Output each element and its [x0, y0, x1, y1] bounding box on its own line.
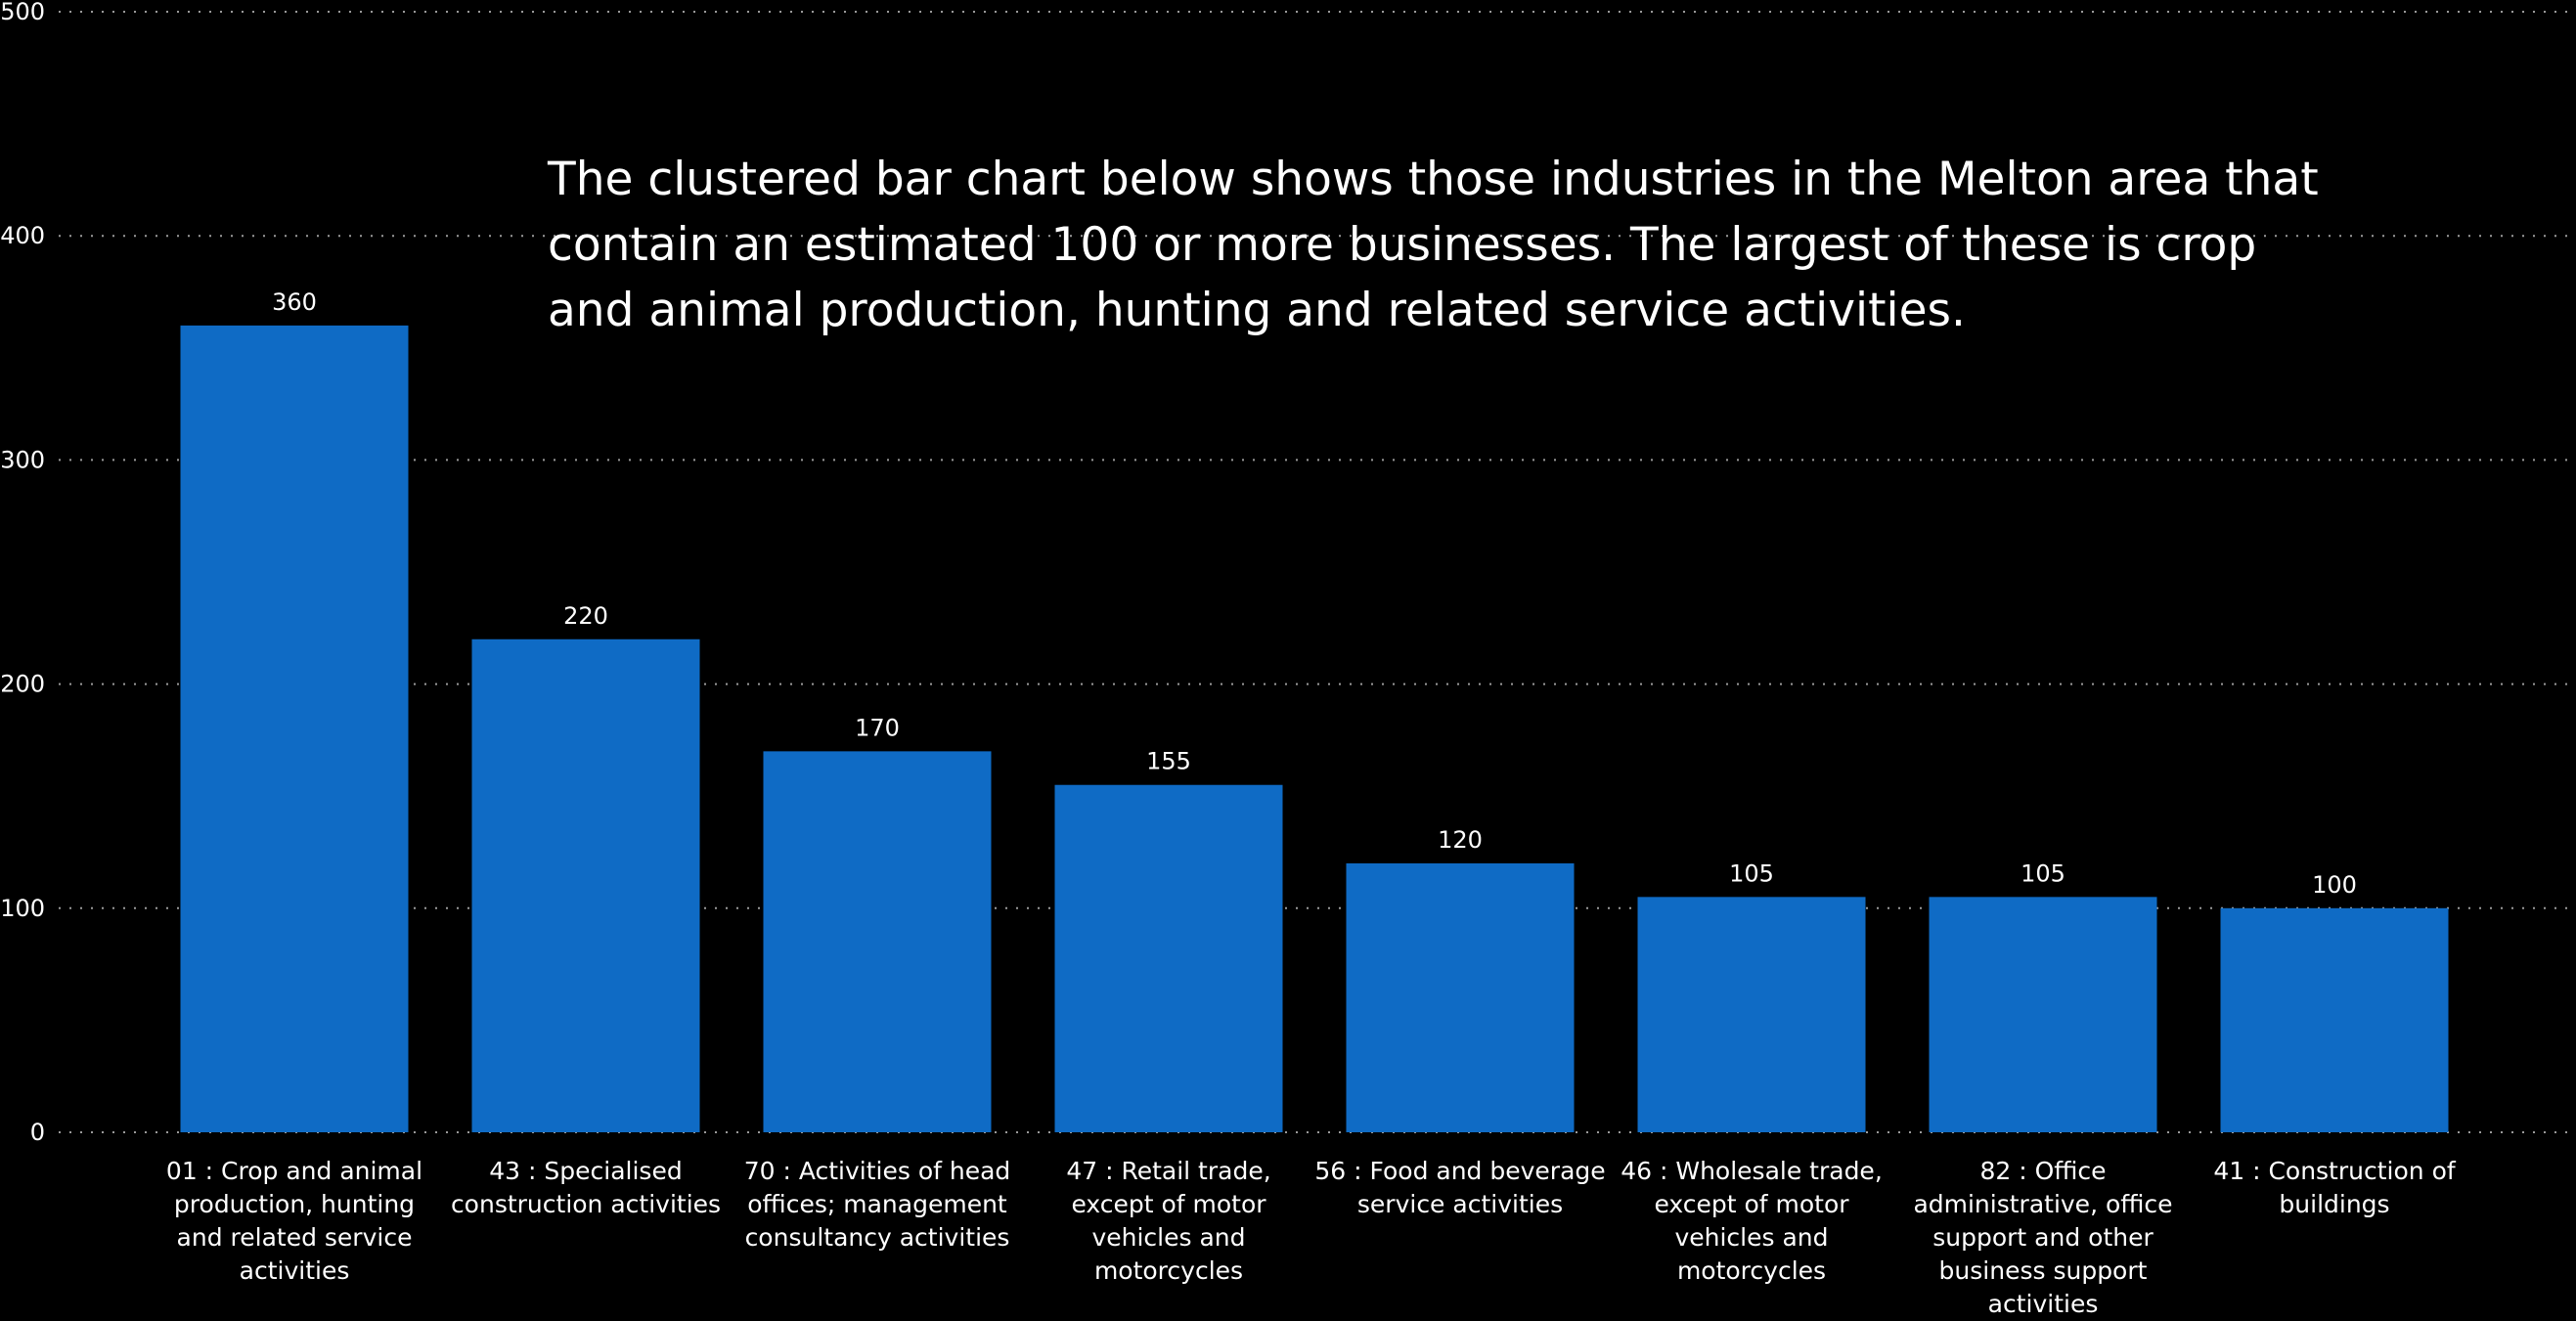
y-tick-label-5: 500: [0, 0, 45, 25]
x-tick-label-7: 41 : Construction of buildings: [2213, 1157, 2456, 1218]
x-tick-label-6: 82 : Office administrative, office suppo…: [1913, 1157, 2173, 1318]
x-tick-label-3: 47 : Retail trade, except of motor vehic…: [1066, 1157, 1271, 1285]
x-tick-label-1: 43 : Specialised construction activities: [450, 1157, 722, 1218]
data-label-1: 220: [563, 602, 608, 630]
data-label-6: 105: [2021, 859, 2065, 887]
y-tick-label-3: 300: [0, 446, 45, 473]
bar-6: [1929, 897, 2157, 1132]
y-tick-label-2: 200: [0, 671, 45, 698]
bar-2: [763, 751, 992, 1132]
x-tick-label-5: 46 : Wholesale trade, except of motor ve…: [1621, 1157, 1883, 1285]
data-label-0: 360: [272, 288, 317, 316]
x-tick-label-4: 56 : Food and beverage service activitie…: [1314, 1157, 1606, 1218]
chart-annotation: The clustered bar chart below shows thos…: [548, 153, 2319, 337]
data-label-5: 105: [1729, 859, 1774, 887]
bar-1: [471, 638, 700, 1132]
bar-4: [1346, 862, 1575, 1132]
data-label-2: 170: [855, 714, 900, 741]
data-label-7: 100: [2312, 871, 2357, 899]
bar-7: [2220, 907, 2449, 1132]
x-tick-label-2: 70 : Activities of head offices; managem…: [743, 1157, 1011, 1252]
data-label-4: 120: [1438, 826, 1483, 854]
y-tick-label-4: 400: [0, 222, 45, 249]
bar-0: [180, 325, 409, 1132]
bar-5: [1637, 897, 1866, 1132]
data-label-3: 155: [1146, 748, 1191, 775]
x-tick-label-0: 01 : Crop and animal production, hunting…: [165, 1157, 423, 1285]
y-tick-label-1: 100: [0, 895, 45, 922]
y-tick-label-0: 0: [30, 1119, 45, 1146]
bar-3: [1054, 784, 1283, 1132]
bar-chart: 0 100 200 300 400 500 360 220 170 155 120 105 105 100: [0, 0, 2576, 1146]
